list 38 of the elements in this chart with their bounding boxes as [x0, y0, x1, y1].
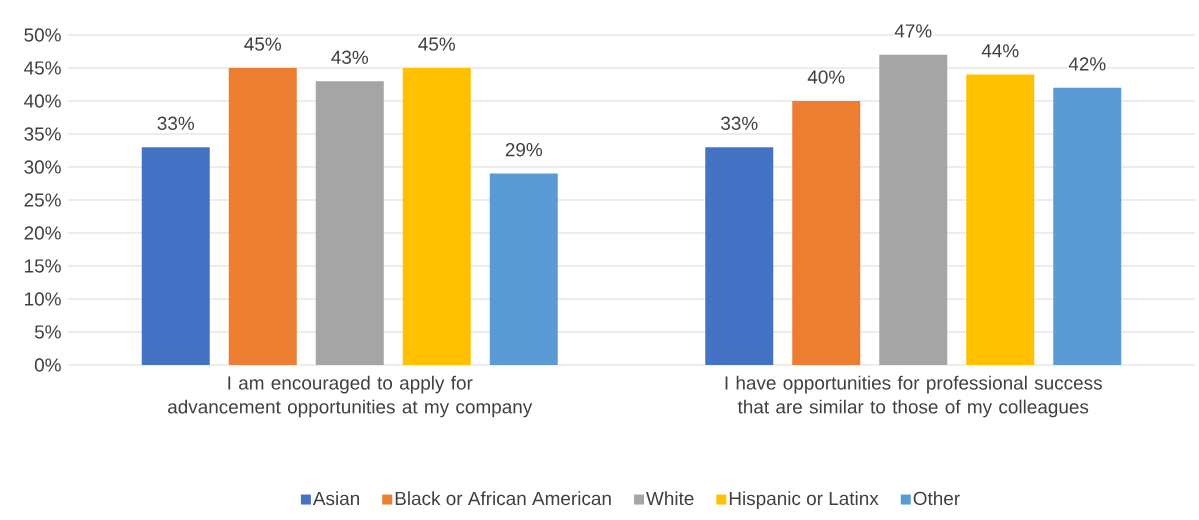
data-label: 42% — [1068, 57, 1106, 71]
x-tick-label: I have opportunities for professional success that are similar to those of my colleagues — [725, 375, 1102, 418]
y-tick-label: 10% — [25, 292, 61, 306]
bar — [966, 74, 1035, 365]
legend-label: Hispanic or Latinx — [729, 491, 879, 509]
y-tick-label: 40% — [24, 94, 61, 108]
data-label: 43% — [331, 50, 369, 64]
legend-label: Black or African American — [395, 491, 611, 506]
legend-label: White — [646, 491, 694, 506]
bar — [705, 147, 774, 365]
y-tick-label: 30% — [24, 160, 61, 174]
data-label: 44% — [981, 44, 1019, 58]
x-tick-label: I am encouraged to apply for advancement opportunities at my company — [168, 375, 533, 418]
y-tick-label: 15% — [25, 259, 61, 273]
y-tick-label: 45% — [24, 61, 61, 75]
bar — [402, 67, 471, 365]
y-tick-label: 25% — [24, 193, 61, 207]
y-tick-label: 5% — [34, 325, 61, 339]
data-label: 40% — [807, 70, 845, 84]
data-label: 29% — [505, 142, 543, 157]
y-tick-label: 0% — [34, 358, 61, 372]
data-label: 47% — [894, 24, 932, 38]
legend-label: Asian — [312, 491, 360, 506]
y-tick-label: 50% — [24, 28, 61, 42]
bar — [1053, 87, 1122, 365]
y-tick-label: 35% — [24, 127, 61, 141]
bar — [315, 81, 384, 365]
y-tick-label: 20% — [24, 226, 61, 240]
bar — [228, 67, 297, 365]
data-label: 33% — [721, 116, 758, 130]
data-label: 33% — [157, 116, 195, 130]
bar — [879, 54, 948, 365]
bar — [792, 100, 861, 365]
bar — [489, 173, 558, 365]
data-label: 45% — [418, 37, 456, 51]
data-label: 45% — [244, 37, 282, 51]
bar — [141, 147, 210, 365]
legend-label: Other — [913, 491, 960, 506]
